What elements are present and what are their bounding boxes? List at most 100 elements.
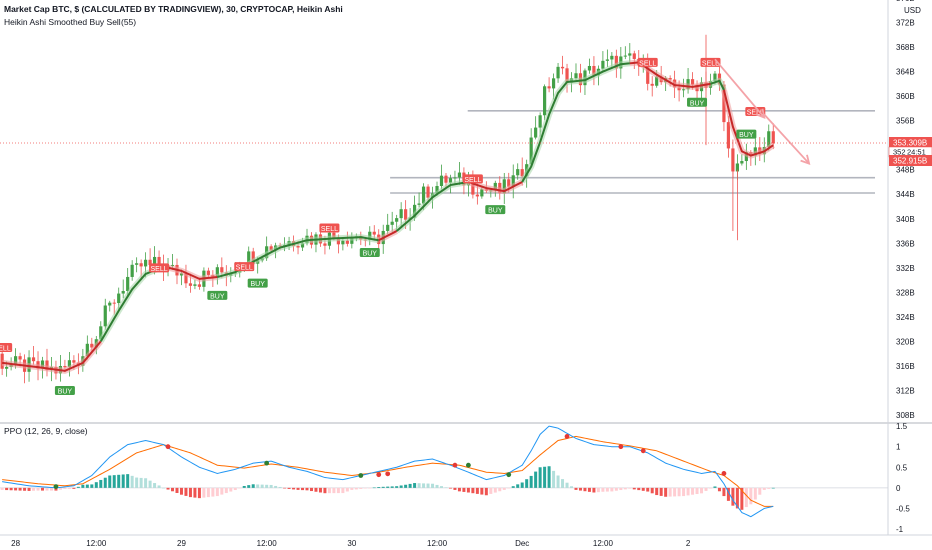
ppo-cross-marker	[452, 462, 458, 468]
ppo-histogram-bar	[632, 487, 636, 490]
time-tick-label: 12:00	[593, 539, 614, 548]
buy-sell-signals: SELL BUY SELL BUY SELL BUY SELL BUY SELL BUY SELL B…	[0, 57, 766, 395]
ppo-histogram-bar	[695, 487, 699, 495]
price-axis[interactable]: 376B372B368B364B360B356B352B348B344B340B…	[896, 0, 915, 420]
candle-body	[63, 365, 67, 368]
ppo-histogram-bar	[292, 487, 296, 490]
candle-body	[538, 115, 542, 128]
candle-body	[475, 194, 479, 197]
ppo-cross-marker	[564, 434, 570, 439]
ppo-histogram-bar	[224, 487, 228, 494]
candle-body	[565, 68, 569, 83]
ppo-histogram-bar	[489, 487, 493, 494]
ppo-histogram-bar	[309, 487, 313, 492]
ppo-histogram-bar	[722, 487, 726, 497]
ppo-histogram-bar	[112, 475, 116, 488]
ppo-histogram-bar	[399, 485, 403, 488]
ppo-pane	[0, 425, 888, 518]
ppo-histogram-bar	[453, 487, 457, 490]
second-price-box	[889, 155, 932, 166]
ppo-histogram-bar	[480, 487, 484, 495]
candle-body	[740, 161, 744, 164]
candle-body	[404, 209, 408, 220]
candle-body	[610, 55, 614, 60]
candle-body	[179, 273, 184, 276]
ppo-histogram-bar	[184, 487, 188, 496]
ppo-histogram-bar	[386, 486, 390, 488]
candle-body	[632, 53, 636, 59]
ppo-histogram-bar	[475, 487, 479, 494]
candle-body	[390, 221, 394, 225]
signal-text: BUY	[363, 250, 378, 257]
candle-body	[471, 179, 475, 195]
ppo-histogram-bar	[238, 487, 242, 489]
price-tick-label: 336B	[896, 239, 915, 248]
ppo-histogram-bar	[484, 487, 488, 496]
ppo-histogram-bar	[610, 487, 614, 492]
ppo-histogram-bar	[628, 487, 632, 489]
candle-body	[0, 353, 4, 369]
candle-body	[421, 186, 426, 204]
smoothed-line-segment	[378, 230, 398, 242]
ppo-cross-marker	[721, 471, 727, 476]
ppo-histogram-bar	[336, 487, 340, 494]
ppo-histogram-bar	[404, 484, 408, 488]
ppo-histogram-bar	[54, 487, 58, 491]
signal-box	[462, 174, 483, 184]
ppo-histogram-bar	[583, 487, 587, 492]
ppo-histogram-bar	[529, 475, 533, 488]
candle-body	[269, 246, 273, 251]
ppo-histogram-bar	[202, 487, 206, 498]
ppo-histogram-bar	[27, 487, 31, 491]
ppo-histogram-bar	[596, 487, 600, 493]
candle-body	[121, 291, 125, 294]
candle-body	[184, 273, 188, 284]
candle-body	[112, 302, 116, 304]
time-axis[interactable]: 28 12:00 29 12:00 30 12:00 Dec 12:00 2	[11, 539, 691, 548]
time-tick-label: 12:00	[427, 539, 448, 548]
ppo-histogram-bar	[448, 487, 452, 489]
ppo-histogram-bar	[220, 487, 224, 495]
ppo-histogram-bar	[251, 484, 255, 488]
candle-body	[681, 89, 686, 91]
smoothed-line-segment	[521, 62, 630, 183]
ppo-histogram-bar	[619, 487, 623, 491]
ppo-histogram-bar	[332, 487, 336, 494]
ppo-cross-marker	[385, 471, 391, 477]
candle-body	[323, 243, 327, 246]
candle-body	[296, 246, 300, 248]
ppo-histogram-bar	[713, 486, 717, 488]
ppo-histogram-bar	[753, 487, 757, 500]
ppo-histogram-bar	[641, 487, 645, 491]
ppo-histogram-bar	[498, 487, 502, 492]
candle-body	[144, 259, 148, 267]
candle-body	[628, 53, 632, 56]
candle-body	[130, 264, 134, 277]
ppo-axis[interactable]: 1.5 1 0.5 0 -0.5 -1	[896, 422, 910, 534]
ppo-histogram-bar	[144, 478, 148, 488]
signal-text: BUY	[739, 132, 754, 139]
ppo-histogram-bar	[726, 487, 730, 501]
candle-body	[605, 59, 609, 61]
ppo-histogram-bar	[659, 487, 663, 496]
signal-text: BUY	[690, 100, 705, 107]
candle-body	[170, 264, 175, 266]
ppo-histogram-bar	[121, 474, 125, 488]
current-price-label: 353.309B	[893, 139, 927, 148]
candle-body	[67, 360, 72, 368]
candle-body	[731, 148, 735, 172]
candle-body	[215, 267, 219, 278]
ppo-histogram-bar	[301, 487, 305, 491]
candle-body	[413, 204, 417, 218]
ppo-histogram-bar	[36, 487, 40, 491]
ppo-histogram-bar	[139, 477, 143, 488]
signal-text: SELL	[464, 177, 481, 184]
ppo-histogram-bar	[516, 484, 520, 488]
ppo-histogram-bar	[767, 487, 771, 489]
ppo-histogram-bar	[117, 474, 121, 488]
ppo-histogram-bar	[76, 486, 80, 488]
ppo-histogram-bar	[363, 487, 367, 489]
ppo-histogram-bar	[556, 475, 560, 488]
signal-box	[247, 278, 268, 288]
